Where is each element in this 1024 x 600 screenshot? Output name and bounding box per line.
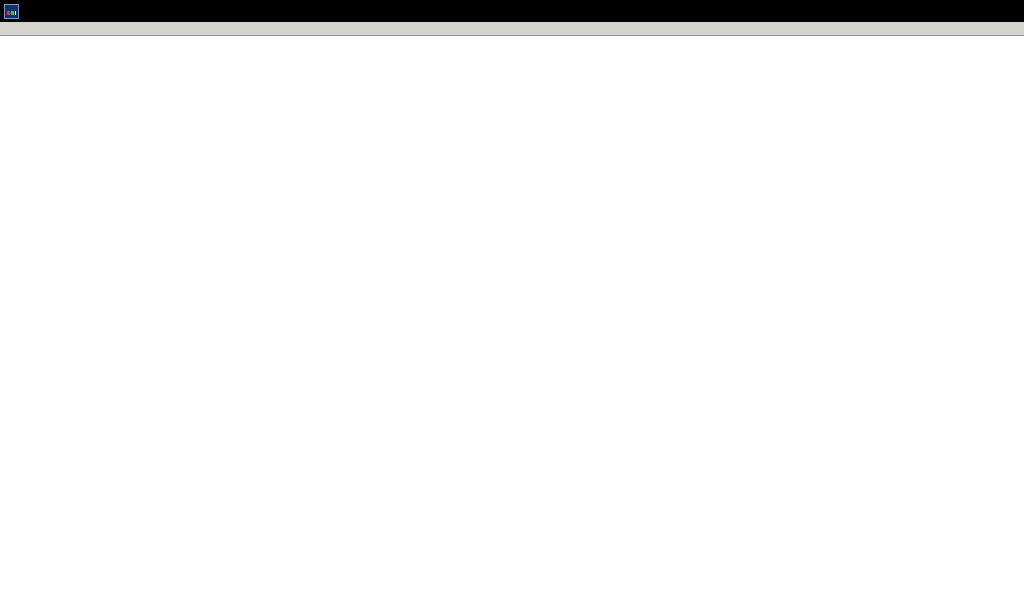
app-icon: [4, 3, 19, 19]
indicator-toolbar: [0, 22, 1024, 36]
chart-canvas[interactable]: [0, 36, 1024, 600]
title-bar: [0, 0, 1024, 22]
